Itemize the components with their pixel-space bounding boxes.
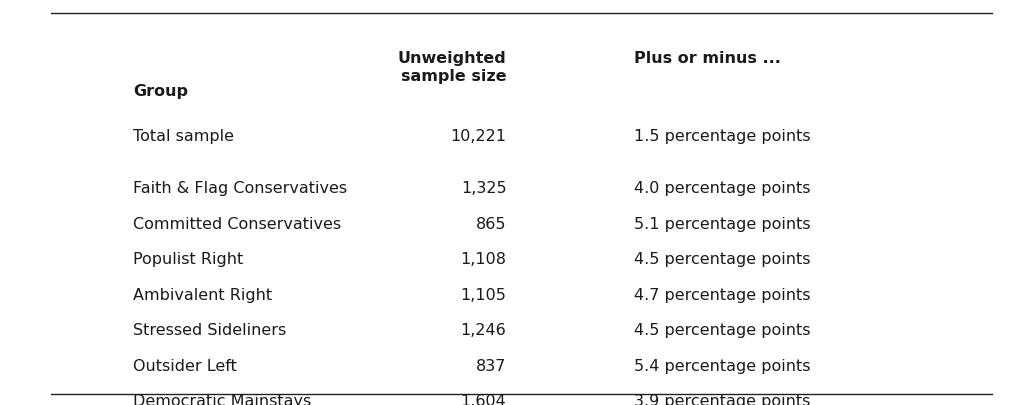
Text: Total sample: Total sample [133, 128, 234, 143]
Text: 1,325: 1,325 [460, 181, 506, 196]
Text: 4.7 percentage points: 4.7 percentage points [634, 287, 811, 302]
Text: 837: 837 [476, 358, 506, 373]
Text: Stressed Sideliners: Stressed Sideliners [133, 323, 286, 337]
Text: 1,604: 1,604 [460, 394, 506, 405]
Text: 1,105: 1,105 [460, 287, 506, 302]
Text: 865: 865 [476, 216, 506, 231]
Text: Group: Group [133, 84, 188, 98]
Text: 4.5 percentage points: 4.5 percentage points [634, 323, 811, 337]
Text: Committed Conservatives: Committed Conservatives [133, 216, 341, 231]
Text: 5.1 percentage points: 5.1 percentage points [634, 216, 811, 231]
Text: Plus or minus ...: Plus or minus ... [634, 51, 782, 66]
Text: Unweighted
sample size: Unweighted sample size [398, 51, 506, 84]
Text: Populist Right: Populist Right [133, 252, 243, 266]
Text: 1.5 percentage points: 1.5 percentage points [634, 128, 811, 143]
Text: Outsider Left: Outsider Left [133, 358, 237, 373]
Text: 5.4 percentage points: 5.4 percentage points [634, 358, 811, 373]
Text: 1,108: 1,108 [460, 252, 506, 266]
Text: Democratic Mainstays: Democratic Mainstays [133, 394, 311, 405]
Text: 3.9 percentage points: 3.9 percentage points [634, 394, 810, 405]
Text: 1,246: 1,246 [460, 323, 506, 337]
Text: Ambivalent Right: Ambivalent Right [133, 287, 272, 302]
Text: 10,221: 10,221 [450, 128, 506, 143]
Text: 4.0 percentage points: 4.0 percentage points [634, 181, 811, 196]
Text: 4.5 percentage points: 4.5 percentage points [634, 252, 811, 266]
Text: Faith & Flag Conservatives: Faith & Flag Conservatives [133, 181, 347, 196]
